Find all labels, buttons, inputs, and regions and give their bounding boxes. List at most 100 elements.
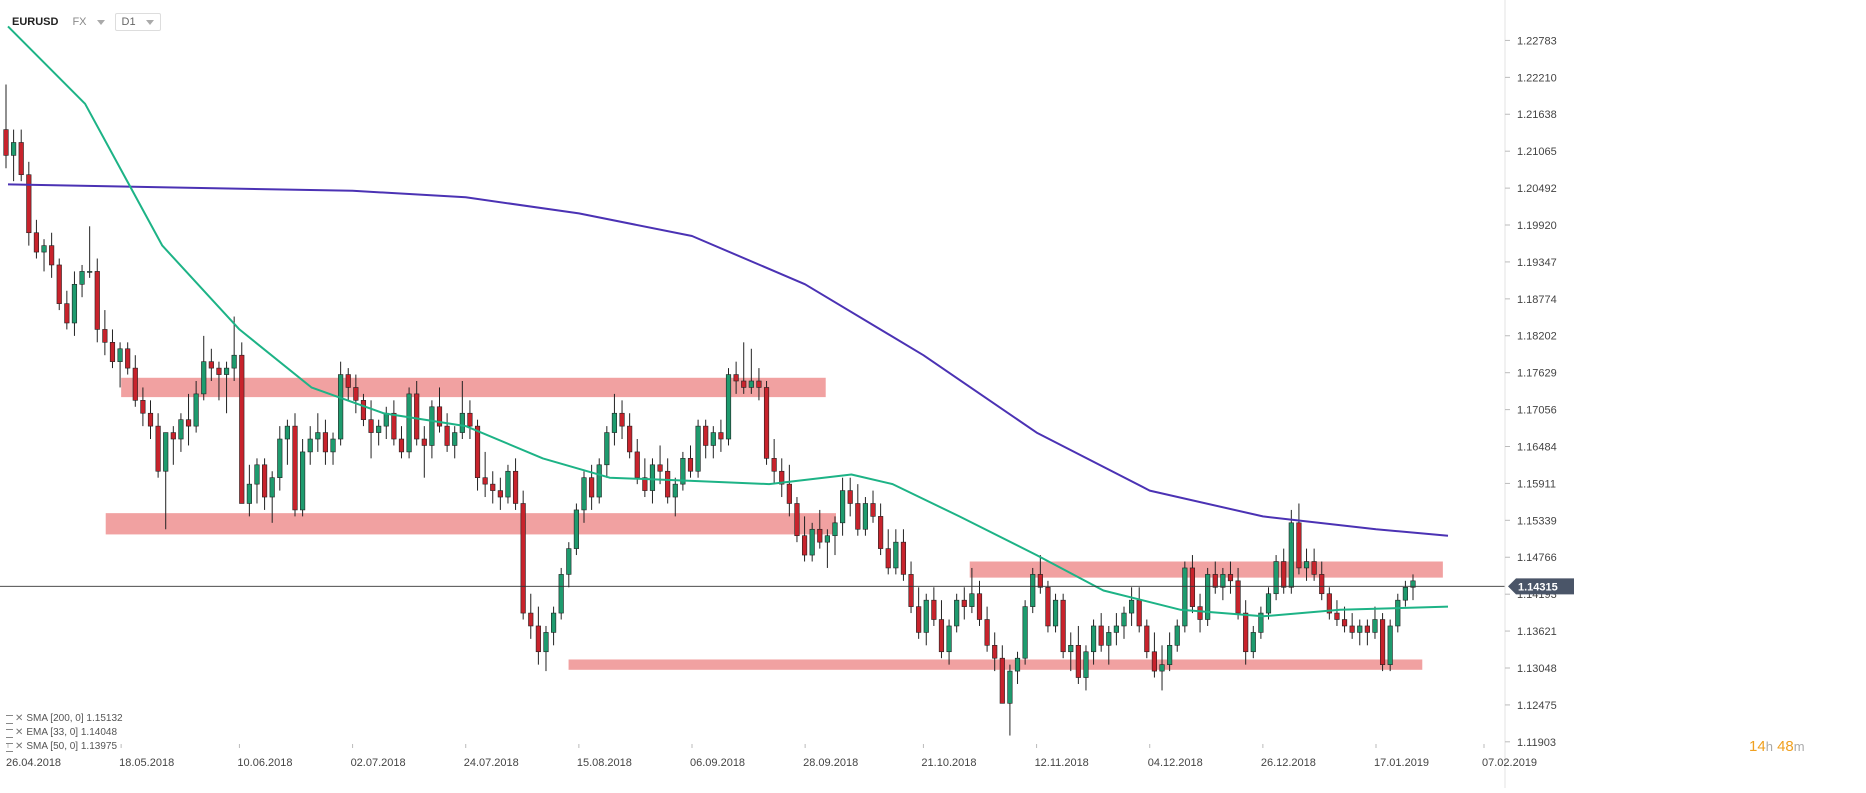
y-tick-label: 1.17629 — [1517, 368, 1557, 380]
candle-body — [125, 348, 131, 369]
candle-body — [1174, 625, 1180, 646]
candle-body — [1296, 522, 1302, 569]
candle-body — [596, 464, 602, 498]
candle-body — [1037, 574, 1043, 588]
symbol-label[interactable]: EURUSD — [12, 16, 59, 28]
x-tick-label: 07.02.2019 — [1482, 757, 1537, 769]
close-icon[interactable]: ✕ — [15, 727, 24, 738]
candle-body — [809, 528, 815, 556]
candle-body — [1106, 632, 1112, 646]
candle-body — [855, 503, 861, 530]
x-tick-label: 26.04.2018 — [6, 757, 61, 769]
candle-body — [353, 387, 359, 401]
candle-body — [946, 625, 952, 653]
candle-body — [923, 599, 929, 633]
candle-body — [535, 625, 541, 653]
market-select[interactable]: FX — [72, 16, 105, 28]
candle-body — [870, 503, 876, 517]
candles — [3, 84, 1416, 736]
y-tick-label: 1.16484 — [1517, 441, 1557, 453]
candle-body — [11, 142, 17, 156]
candle-body — [657, 464, 663, 472]
price-zone — [105, 513, 836, 535]
candle-body — [619, 412, 625, 427]
candle-body — [474, 425, 481, 478]
settings-icon[interactable] — [6, 742, 13, 752]
countdown-minutes: 48 — [1777, 738, 1794, 755]
candle-body — [1151, 651, 1157, 672]
candle-body — [490, 483, 496, 491]
candle-body — [931, 599, 937, 620]
candle-body — [254, 464, 260, 485]
y-tick-label: 1.14766 — [1517, 552, 1557, 564]
candle-body — [322, 432, 329, 453]
close-icon[interactable]: ✕ — [15, 713, 24, 724]
candle-body — [992, 645, 998, 659]
legend-label: SMA [50, 0] 1.13975 — [26, 741, 118, 752]
x-tick-label: 15.08.2018 — [577, 757, 632, 769]
candle-body — [360, 400, 367, 420]
candle-body — [18, 142, 24, 176]
candle-body — [878, 516, 884, 549]
x-tick-label: 24.07.2018 — [464, 757, 519, 769]
candle-body — [1250, 632, 1256, 653]
candle-body — [1410, 580, 1416, 588]
candle-body — [589, 477, 595, 498]
candle-body — [467, 412, 473, 427]
candle-body — [1341, 619, 1348, 627]
candle-body — [680, 458, 686, 485]
y-tick-label: 1.13048 — [1517, 663, 1557, 675]
market-value: FX — [72, 16, 87, 28]
candle-body — [330, 438, 336, 453]
candle-body — [292, 425, 298, 511]
candle-body — [421, 438, 427, 446]
chart-toolbar: EURUSD FX D1 — [12, 11, 161, 33]
candle-body — [786, 483, 792, 504]
sma50-line — [7, 25, 1449, 618]
candle-body — [1288, 522, 1294, 588]
candle-body — [1395, 599, 1401, 627]
candle-body — [687, 458, 694, 472]
candle-body — [429, 406, 435, 446]
candle-body — [893, 541, 899, 569]
candle-body — [1265, 593, 1272, 614]
candle-body — [452, 432, 458, 446]
legend-row-sma200[interactable]: ✕ SMA [200, 0] 1.15132 — [6, 712, 123, 726]
candle-body — [1060, 599, 1066, 653]
candle-body — [703, 425, 709, 446]
y-tick-label: 1.22210 — [1517, 72, 1557, 84]
legend-row-ema33[interactable]: ✕ EMA [33, 0] 1.14048 — [6, 726, 123, 740]
candle-body — [147, 412, 154, 427]
y-tick-label: 1.21638 — [1517, 109, 1557, 121]
candle-body — [49, 245, 55, 266]
candle-body — [984, 619, 990, 646]
candle-body — [885, 548, 891, 569]
candle-body — [1045, 586, 1051, 627]
candle-body — [611, 412, 618, 433]
candle-body — [1144, 625, 1150, 653]
candle-body — [999, 657, 1005, 704]
candle-body — [1357, 625, 1363, 633]
candle-body — [916, 606, 922, 633]
candle-body — [1197, 606, 1203, 620]
settings-icon[interactable] — [6, 714, 13, 724]
candle-body — [1083, 651, 1089, 678]
timeframe-select[interactable]: D1 — [114, 13, 161, 31]
settings-icon[interactable] — [6, 728, 13, 738]
legend-row-sma50[interactable]: ✕ SMA [50, 0] 1.13975 — [6, 740, 123, 754]
candle-body — [71, 284, 78, 324]
candle-body — [41, 245, 47, 253]
close-icon[interactable]: ✕ — [15, 741, 24, 752]
candle-body — [406, 393, 412, 453]
candle-body — [56, 264, 62, 304]
x-tick-label: 26.12.2018 — [1261, 757, 1316, 769]
candle-body — [284, 425, 290, 440]
candle-body — [824, 535, 830, 543]
moving-averages — [7, 25, 1449, 618]
candle-body — [436, 406, 443, 427]
candle-body — [1052, 599, 1059, 627]
candle-body — [117, 348, 123, 362]
candle-body — [969, 593, 975, 607]
